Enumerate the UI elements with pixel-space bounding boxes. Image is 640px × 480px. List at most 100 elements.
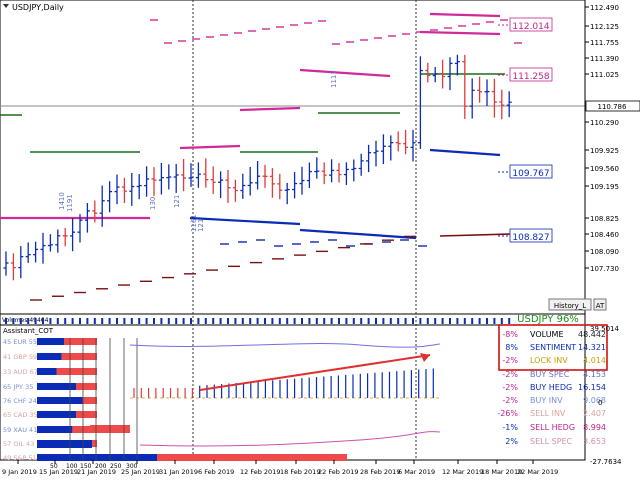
stat-name: SENTIMENT — [530, 343, 576, 352]
current-price-value: 110.786 — [598, 103, 627, 111]
volume-bar — [441, 318, 444, 324]
stat-value: 16.154 — [578, 383, 606, 392]
time-label: 12 Feb 2019 — [240, 468, 280, 476]
price-tick-label: 111.755 — [590, 39, 619, 47]
volume-bar — [34, 318, 37, 324]
volume-bar — [182, 318, 185, 324]
cot-long-bar — [37, 397, 83, 404]
indicator-title: Assistant_COT — [3, 327, 54, 335]
price-tick-label: 109.195 — [590, 183, 619, 191]
price-tick-label: 108.460 — [590, 231, 619, 239]
time-label: 28 Feb 2019 — [360, 468, 400, 476]
volume-bar — [367, 318, 370, 324]
volume-bar — [219, 318, 222, 324]
indicator-area[interactable] — [0, 324, 586, 461]
volume-bar — [190, 318, 192, 324]
rotated-label: 1117 — [330, 70, 338, 88]
cot-scale-label: 250 — [110, 463, 122, 470]
volume-bar — [456, 318, 459, 324]
trend-arrow-shaft — [199, 354, 431, 391]
time-label: 6 Mar 2019 — [398, 468, 435, 476]
cot-short-bar — [82, 397, 97, 404]
volume-bar — [271, 318, 274, 324]
stat-pct: -2% — [502, 370, 518, 379]
volume-bar — [486, 318, 488, 324]
cot-row-label: 65 JPY 35 — [3, 383, 33, 391]
stats-highlight-box — [498, 324, 608, 371]
volume-bar — [463, 318, 466, 324]
current-price-tag — [585, 100, 640, 112]
cot-row-label: 33 AUD 67 — [3, 368, 38, 376]
price-tick-label: 112.490 — [590, 4, 619, 12]
time-label: 21 Jan 2019 — [77, 468, 116, 476]
time-label: 18 Mar 2019 — [481, 468, 522, 476]
time-label: 18 Feb 2019 — [280, 468, 320, 476]
time-label: 15 Jan 2019 — [39, 468, 78, 476]
volume-bar — [264, 318, 266, 324]
indicator-line-bottom — [139, 431, 441, 447]
callout-box — [509, 228, 553, 243]
price-scale: 112.490 112.125 111.755 111.390 111.025 110.2… — [584, 0, 619, 314]
volume-bar — [160, 318, 163, 324]
callout-box — [509, 67, 553, 82]
price-tick-label: 108.825 — [590, 215, 619, 223]
rotated-label: 121 — [197, 219, 205, 232]
cot-short-bar — [76, 411, 97, 418]
stat-value: 48.442 — [578, 330, 606, 339]
history-button-label: History_L — [554, 302, 586, 310]
volume-bar — [227, 318, 229, 324]
cot-row-label: 59 XAU 41 — [3, 426, 37, 434]
support-level — [299, 228, 417, 240]
volume-bar — [234, 318, 237, 324]
cot-extra-bar — [37, 440, 92, 448]
stat-name: SELL SPEC — [530, 437, 573, 446]
volume-bar — [101, 318, 104, 324]
trend-arrow-head — [420, 353, 430, 362]
price-tick-label: 112.125 — [590, 23, 619, 31]
at-button[interactable]: AT — [593, 298, 607, 311]
callout-label: 112.014 — [512, 22, 549, 32]
price-chart-area[interactable] — [0, 0, 586, 315]
cot-long-bar — [37, 368, 57, 375]
volume-bar — [197, 318, 200, 324]
time-label: 12 Mar 2019 — [442, 468, 483, 476]
resistance-level — [419, 30, 501, 36]
stat-name: SELL HEDG — [530, 423, 575, 432]
stat-pct: -26% — [497, 409, 518, 418]
cot-extra-bar — [157, 454, 347, 461]
volume-bar — [278, 318, 281, 324]
volume-bar — [49, 318, 52, 324]
stat-pct: -8% — [502, 330, 518, 339]
volume-bar — [116, 318, 118, 324]
cot-short-bar — [76, 383, 97, 390]
volume-bar — [64, 318, 67, 324]
cot-short-bar — [72, 426, 97, 433]
callout-box — [509, 164, 553, 179]
volume-bar — [308, 318, 311, 324]
volume-bar — [345, 318, 348, 324]
price-tick-label: 111.390 — [590, 55, 619, 63]
callout-label: 109.767 — [512, 169, 549, 179]
volume-bar — [56, 318, 59, 324]
chart-title: USDJPY,Daily — [3, 3, 64, 12]
volume-bar — [153, 318, 155, 324]
cot-long-bar — [37, 353, 62, 360]
price-bars — [3, 54, 512, 281]
indicator-scale-bottom: -27.7634 — [590, 458, 622, 466]
time-axis: 9 Jan 2019 15 Jan 2019 21 Jan 2019 25 Jan 2… — [2, 460, 558, 476]
time-label: 6 Feb 2019 — [198, 468, 234, 476]
volume-bar — [93, 318, 96, 324]
volume-bar — [204, 318, 207, 324]
volume-bar — [167, 318, 170, 324]
volume-bar — [256, 318, 259, 324]
volume-bar — [315, 318, 318, 324]
volume-bar — [404, 318, 407, 324]
support-level — [189, 216, 301, 226]
volume-bars — [5, 318, 511, 324]
history-button[interactable]: History_L — [548, 298, 592, 311]
cot-scale-label: 200 — [95, 463, 107, 470]
stat-value: 8.994 — [583, 423, 606, 432]
stat-pct: -1% — [502, 423, 518, 432]
volume-bar — [352, 318, 355, 324]
